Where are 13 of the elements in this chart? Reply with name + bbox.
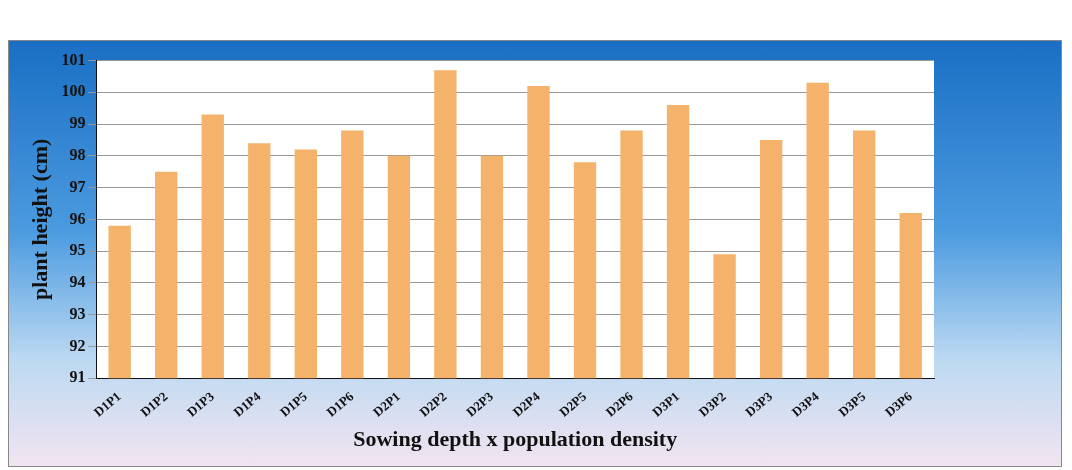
y-tick-label: 92 [69,336,86,354]
y-tick-label: 95 [69,241,86,259]
y-tick-label: 101 [61,50,86,68]
y-tick-label: 94 [69,273,86,291]
y-tick-label: 97 [69,177,86,195]
y-tick-label: 98 [69,146,86,164]
x-axis-title: Sowing depth x population density [353,426,678,452]
y-tick-label: 99 [69,114,86,132]
y-tick-label: 100 [61,82,86,100]
y-tick-label: 91 [69,368,86,386]
y-tick-label: 96 [69,209,86,227]
y-axis-title: plant height (cm) [26,138,52,301]
y-tick-label: 93 [69,304,86,322]
